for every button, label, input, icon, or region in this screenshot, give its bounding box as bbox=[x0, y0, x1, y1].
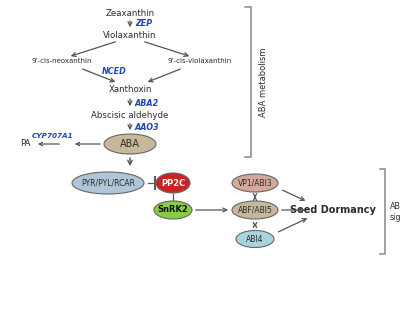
Text: ABA2: ABA2 bbox=[135, 99, 159, 108]
Ellipse shape bbox=[72, 172, 144, 194]
Text: Violaxanthin: Violaxanthin bbox=[103, 31, 157, 40]
Text: ZEP: ZEP bbox=[135, 19, 152, 28]
Ellipse shape bbox=[236, 231, 274, 248]
Text: CYP707A1: CYP707A1 bbox=[31, 133, 73, 139]
Text: ABA
signaling: ABA signaling bbox=[390, 202, 400, 222]
Text: ABA metabolism: ABA metabolism bbox=[259, 47, 268, 117]
Text: AAO3: AAO3 bbox=[135, 122, 160, 132]
Ellipse shape bbox=[232, 201, 278, 219]
Text: 9’-cis-violaxanthin: 9’-cis-violaxanthin bbox=[168, 58, 232, 64]
Text: NCED: NCED bbox=[102, 67, 127, 77]
Text: ABF/ABI5: ABF/ABI5 bbox=[238, 205, 272, 214]
Text: Zeaxanthin: Zeaxanthin bbox=[106, 9, 154, 18]
Text: PP2C: PP2C bbox=[161, 179, 185, 188]
Ellipse shape bbox=[232, 174, 278, 192]
Text: PYR/PYL/RCAR: PYR/PYL/RCAR bbox=[81, 179, 135, 188]
Text: PA: PA bbox=[20, 139, 30, 149]
Ellipse shape bbox=[104, 134, 156, 154]
Text: Xanthoxin: Xanthoxin bbox=[108, 84, 152, 94]
Text: VP1/ABI3: VP1/ABI3 bbox=[238, 179, 272, 188]
Text: SnRK2: SnRK2 bbox=[158, 205, 188, 214]
Text: ABI4: ABI4 bbox=[246, 235, 264, 243]
Ellipse shape bbox=[156, 173, 190, 193]
Text: 9’-cis-neoxanthin: 9’-cis-neoxanthin bbox=[32, 58, 92, 64]
Text: ABA: ABA bbox=[120, 139, 140, 149]
Text: Seed Dormancy: Seed Dormancy bbox=[290, 205, 376, 215]
Text: Abscisic aldehyde: Abscisic aldehyde bbox=[91, 111, 169, 120]
Ellipse shape bbox=[154, 201, 192, 219]
